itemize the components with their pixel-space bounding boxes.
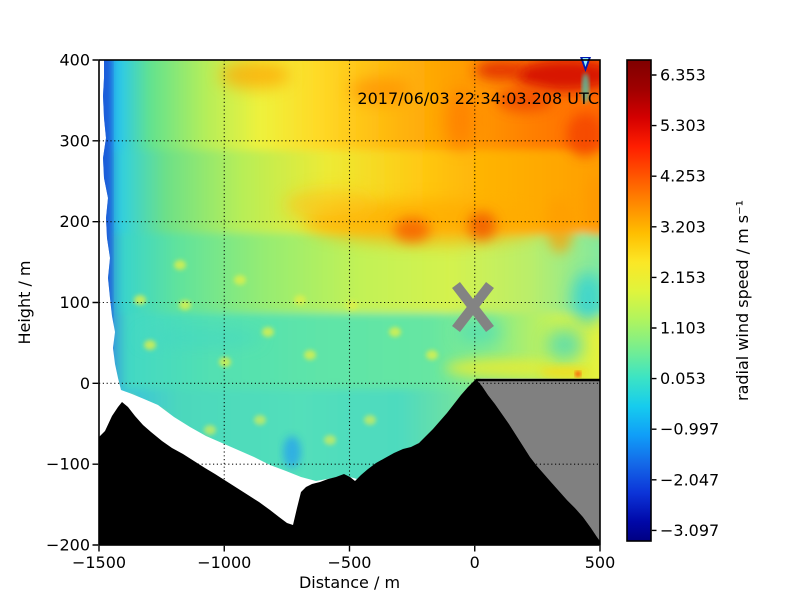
cb-tick-7: −0.997	[660, 420, 719, 439]
y-tick-100: 100	[59, 293, 90, 312]
y-tick-300: 300	[59, 131, 90, 150]
cb-tick-3: 3.203	[660, 217, 706, 236]
colorbar-label: radial wind speed / m s⁻¹	[733, 200, 752, 401]
cb-tick-5: 1.103	[660, 319, 706, 338]
cb-tick-6: 0.053	[660, 369, 706, 388]
cb-tick-8: −2.047	[660, 470, 719, 489]
left-blue-edge-band	[103, 60, 111, 425]
x-tick-neg1500: −1500	[72, 553, 126, 572]
y-axis-label: Height / m	[15, 260, 34, 344]
x-tick-0: 0	[470, 553, 480, 572]
x-axis-label: Distance / m	[299, 573, 400, 592]
x-tick-labels: −1500 −1000 −500 0 500	[72, 553, 615, 572]
y-tick-neg200: −200	[46, 536, 90, 555]
x-marker	[452, 281, 494, 333]
y-tick-0: 0	[80, 374, 90, 393]
timestamp-annotation: 2017/06/03 22:34:03.208 UTC	[357, 89, 599, 108]
y-tick-neg100: −100	[46, 455, 90, 474]
x-tick-neg1000: −1000	[197, 553, 251, 572]
x-tick-neg500: −500	[328, 553, 372, 572]
cb-tick-2: 4.253	[660, 167, 706, 186]
y-tick-400: 400	[59, 51, 90, 70]
y-tick-200: 200	[59, 212, 90, 231]
colorbar: 6.353 5.303 4.253 3.203 2.153 1.103 0.05…	[626, 59, 752, 542]
x-tick-500: 500	[585, 553, 616, 572]
cb-tick-0: 6.353	[660, 66, 706, 85]
grid-lines	[99, 60, 600, 545]
cb-tick-1: 5.303	[660, 116, 706, 135]
masked-gray-region	[478, 381, 600, 541]
colorbar-tick-marks	[651, 74, 657, 532]
plot-frame	[98, 59, 601, 546]
red-speckle-near-zero-line	[575, 371, 581, 377]
cb-tick-4: 2.153	[660, 268, 706, 287]
colorbar-tick-labels: 6.353 5.303 4.253 3.203 2.153 1.103 0.05…	[660, 66, 719, 540]
colorbar-gradient	[626, 59, 652, 542]
y-tick-labels: 400 300 200 100 0 −100 −200	[46, 51, 90, 555]
axis-tick-marks	[92, 59, 601, 552]
cb-tick-9: −3.097	[660, 521, 719, 540]
terrain-silhouette	[99, 379, 600, 545]
